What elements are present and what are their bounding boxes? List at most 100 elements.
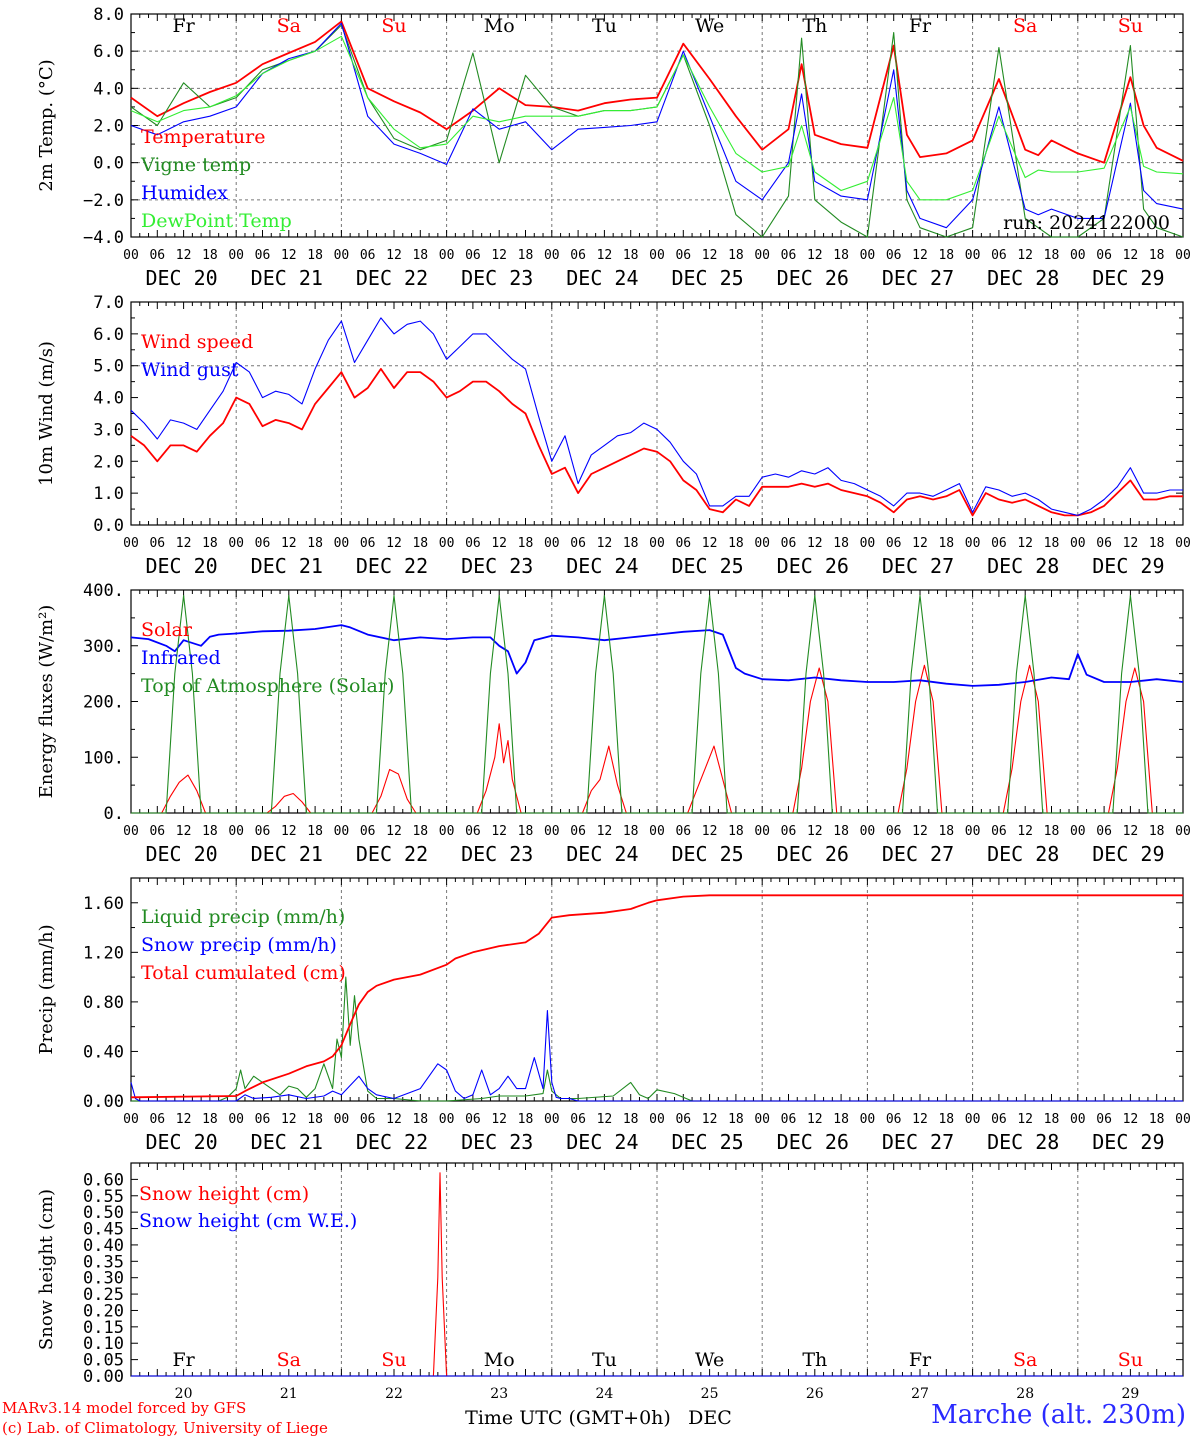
x-hour-label: 12: [702, 1112, 718, 1127]
x-hour-label: 12: [281, 248, 297, 263]
x-date-label: DEC 21: [251, 554, 323, 578]
x-hour-label: 18: [518, 1112, 534, 1127]
x-hour-label: 18: [728, 1112, 744, 1127]
x-date-label: 27: [911, 1386, 929, 1402]
legend-entry: Temperature: [141, 126, 265, 148]
x-hour-label: 06: [360, 824, 376, 839]
x-hour-label: 06: [465, 1112, 481, 1127]
x-hour-label: 12: [1123, 536, 1139, 551]
plot-frame: [130, 301, 1184, 526]
x-hour-label: 12: [597, 1112, 613, 1127]
x-hour-label: 06: [1096, 248, 1112, 263]
x-hour-label: 12: [912, 824, 928, 839]
x-hour-label: 06: [570, 824, 586, 839]
x-hour-label: 00: [860, 248, 876, 263]
y-tick-label: 0.60: [83, 1170, 124, 1190]
x-hour-label: 00: [860, 824, 876, 839]
x-day-label: Fr: [909, 1349, 932, 1371]
x-date-label: DEC 29: [1092, 1130, 1164, 1154]
x-hour-label: 06: [360, 1112, 376, 1127]
x-hour-label: 12: [912, 248, 928, 263]
x-hour-label: 18: [623, 824, 639, 839]
x-hour-label: 06: [991, 248, 1007, 263]
x-hour-label: 18: [833, 1112, 849, 1127]
x-date-label: DEC 20: [145, 554, 217, 578]
x-hour-label: 18: [1149, 248, 1165, 263]
x-hour-label: 12: [807, 248, 823, 263]
y-tick-label: 7.0: [93, 293, 124, 313]
x-hour-label: 06: [675, 824, 691, 839]
x-hour-label: 06: [886, 248, 902, 263]
legend-entry: Vigne temp: [140, 154, 251, 176]
x-date-label: DEC 25: [671, 266, 743, 290]
x-hour-label: 12: [597, 536, 613, 551]
x-hour-label: 18: [833, 824, 849, 839]
x-hour-label: 12: [597, 824, 613, 839]
x-hour-label: 06: [255, 248, 271, 263]
x-hour-label: 00: [334, 1112, 350, 1127]
x-day-label: Sa: [277, 1349, 301, 1371]
x-date-label: DEC 29: [1092, 554, 1164, 578]
x-hour-label: 06: [360, 536, 376, 551]
x-date-label: DEC 24: [566, 842, 638, 866]
legend-entry: Wind speed: [141, 331, 253, 353]
series-line-wind-speed: [130, 367, 1183, 517]
y-tick-label: 0.40: [83, 1236, 124, 1256]
x-date-label: 24: [595, 1386, 613, 1402]
x-hour-label: 18: [938, 824, 954, 839]
y-tick-label: 0.00: [83, 1367, 124, 1387]
x-hour-label: 18: [518, 248, 534, 263]
x-hour-label: 06: [886, 1112, 902, 1127]
x-hour-label: 18: [518, 536, 534, 551]
x-date-label: DEC 23: [461, 842, 533, 866]
x-hour-label: 06: [991, 536, 1007, 551]
x-hour-label: 00: [1175, 824, 1191, 839]
x-hour-label: 18: [728, 536, 744, 551]
y-tick-label: 0.15: [83, 1318, 124, 1338]
x-hour-label: 12: [1017, 1112, 1033, 1127]
x-hour-label: 12: [176, 536, 192, 551]
x-hour-label: 12: [491, 248, 507, 263]
x-date-label: DEC 29: [1092, 842, 1164, 866]
x-day-label: Sa: [277, 15, 301, 37]
x-hour-label: 06: [781, 536, 797, 551]
legend-entry: Wind gust: [141, 359, 239, 381]
x-hour-label: 12: [491, 824, 507, 839]
x-day-label: We: [695, 1349, 724, 1371]
x-date-label: DEC 21: [251, 266, 323, 290]
x-hour-label: 00: [1070, 536, 1086, 551]
y-tick-label: 2.0: [93, 452, 124, 472]
x-hour-label: 12: [386, 248, 402, 263]
x-hour-label: 06: [570, 536, 586, 551]
x-date-label: DEC 20: [145, 842, 217, 866]
x-hour-label: 18: [1044, 248, 1060, 263]
x-hour-label: 00: [754, 1112, 770, 1127]
legend-entry: Infrared: [141, 647, 221, 669]
x-hour-label: 06: [255, 536, 271, 551]
x-hour-label: 18: [412, 248, 428, 263]
x-hour-label: 12: [702, 248, 718, 263]
x-date-label: DEC 26: [777, 842, 849, 866]
x-date-label: DEC 26: [777, 266, 849, 290]
x-hour-label: 12: [1017, 248, 1033, 263]
x-hour-label: 06: [360, 248, 376, 263]
x-hour-label: 06: [1096, 1112, 1112, 1127]
y-tick-label: 0.20: [83, 1301, 124, 1321]
x-day-label: Sa: [1013, 1349, 1037, 1371]
x-hour-label: 00: [544, 536, 560, 551]
x-hour-label: 12: [386, 1112, 402, 1127]
x-hour-label: 18: [1149, 1112, 1165, 1127]
y-tick-label: 300.: [83, 637, 124, 657]
x-hour-label: 06: [149, 536, 165, 551]
x-hour-label: 06: [149, 1112, 165, 1127]
y-tick-label: 0.45: [83, 1220, 124, 1240]
x-date-label: DEC 28: [987, 266, 1059, 290]
x-hour-label: 00: [228, 824, 244, 839]
x-hour-label: 06: [149, 824, 165, 839]
legend-entry: Solar: [141, 619, 193, 641]
x-hour-label: 00: [1175, 248, 1191, 263]
x-hour-label: 18: [623, 248, 639, 263]
x-hour-label: 06: [1096, 824, 1112, 839]
x-hour-label: 00: [1070, 248, 1086, 263]
x-hour-label: 06: [465, 536, 481, 551]
